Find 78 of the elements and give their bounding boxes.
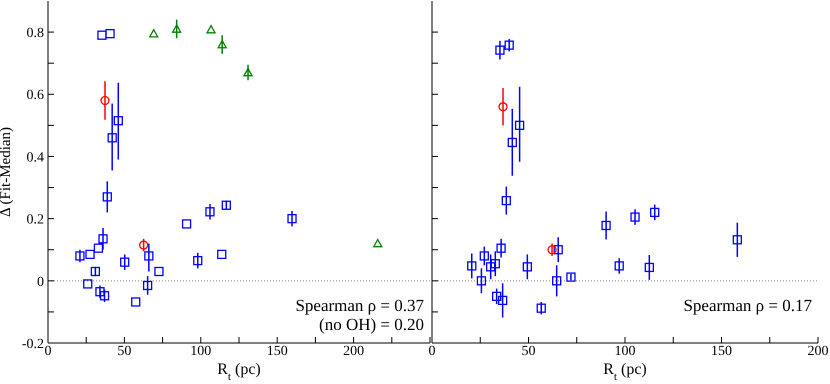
point [492, 292, 502, 302]
point [206, 24, 216, 34]
x-tick-label: 100 [614, 344, 636, 359]
point [139, 240, 148, 250]
x-tick-label: 50 [522, 344, 536, 359]
point [243, 68, 253, 76]
point [508, 138, 517, 148]
point [120, 258, 130, 267]
point [95, 287, 105, 296]
point [142, 280, 152, 290]
x-tick-label: 0 [428, 344, 436, 359]
x-tick-label: 150 [266, 344, 288, 359]
point [554, 245, 563, 254]
point [193, 256, 202, 266]
y-tick-label: 0.2 [26, 212, 44, 228]
x-tick-label: 200 [808, 344, 828, 359]
point [498, 296, 508, 306]
point [149, 28, 158, 38]
point [222, 200, 231, 210]
point [630, 212, 640, 222]
y-tick-label: 0 [37, 274, 44, 290]
y-tick-label: 0.8 [26, 26, 44, 42]
point [108, 133, 117, 142]
point [114, 116, 123, 126]
point [547, 245, 557, 254]
point [83, 279, 92, 289]
point [85, 250, 95, 260]
annotation: Spearman ρ = 0.17 [683, 296, 812, 315]
point [614, 261, 624, 271]
point [182, 219, 192, 229]
y-tick-label: -0.2 [22, 336, 44, 352]
y-tick-label: 0.6 [26, 88, 44, 104]
point [205, 207, 215, 216]
x-tick-label: 150 [711, 344, 732, 359]
point [75, 251, 85, 261]
x-tick-label: 50 [117, 344, 132, 359]
point [476, 276, 486, 286]
x-axis-title: R$_{t}$ (pc) [217, 361, 261, 383]
point [373, 238, 382, 248]
point [732, 235, 742, 244]
x-axis-title: R$_{t}$ (pc) [603, 361, 647, 383]
point [496, 244, 506, 253]
point [218, 40, 227, 48]
x-tick-label: 200 [343, 344, 364, 359]
annotation: Spearman ρ = 0.37 [295, 296, 424, 315]
point [100, 96, 110, 106]
point [105, 28, 115, 38]
point [98, 234, 108, 244]
point [522, 262, 532, 272]
point [90, 266, 100, 276]
point [650, 208, 660, 218]
point [601, 220, 611, 230]
point [486, 262, 496, 272]
point [490, 259, 500, 268]
point [172, 24, 182, 33]
point [94, 244, 104, 253]
point [504, 40, 514, 50]
point [97, 30, 107, 40]
point [287, 214, 297, 224]
point [100, 291, 110, 300]
point [102, 192, 112, 202]
annotation: (no OH) = 0.20 [318, 315, 424, 334]
point [154, 266, 164, 276]
point [514, 120, 524, 130]
point [131, 297, 140, 307]
y-tick-label: 0.4 [26, 150, 44, 166]
point [502, 196, 511, 206]
point [467, 261, 476, 271]
point [566, 272, 576, 282]
x-tick-label: 100 [190, 344, 212, 359]
point [217, 250, 226, 260]
point [480, 251, 489, 261]
point [552, 276, 562, 286]
point [498, 102, 508, 112]
point [495, 45, 505, 55]
point [144, 251, 154, 261]
point [644, 262, 654, 272]
point [536, 304, 546, 313]
